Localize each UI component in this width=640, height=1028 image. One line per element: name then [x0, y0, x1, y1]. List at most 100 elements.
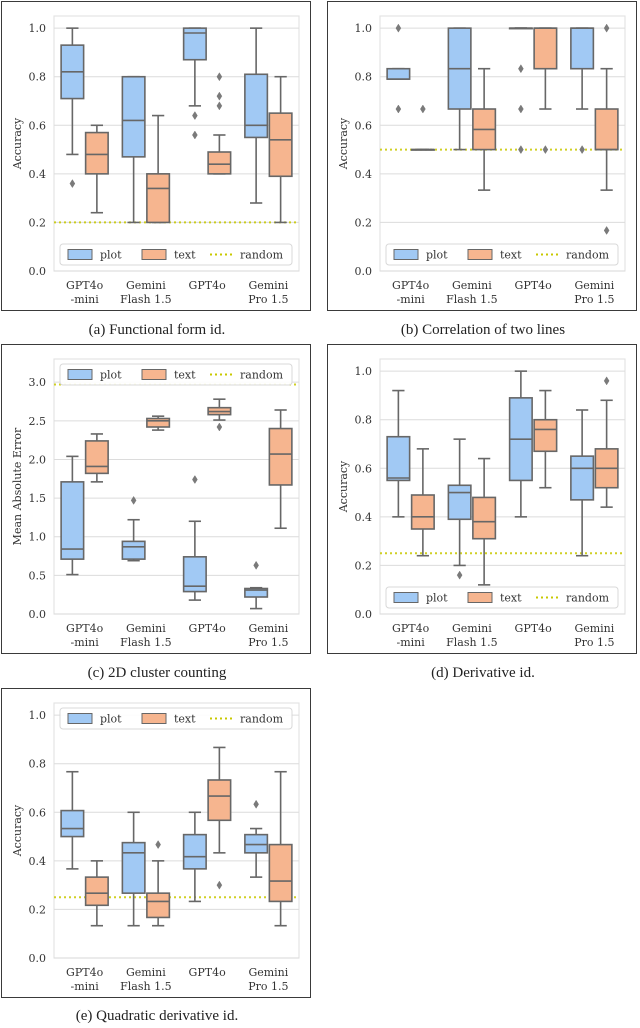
box-iqr: [207, 779, 232, 822]
panel-frame: 0.0 0.2 0.4 0.6 0.8 1.0 Accuracy GPT4o -mini Gemi…: [1, 1, 311, 311]
legend-swatch-plot: [67, 249, 93, 260]
x-tick-label: GPT4o: [189, 279, 227, 292]
box-iqr: [594, 108, 619, 151]
outlier-point: [579, 145, 585, 155]
y-tick-label: 0.6: [355, 119, 373, 132]
box-iqr: [533, 27, 558, 70]
box-plot: [182, 27, 207, 140]
x-tick-label: -mini: [70, 636, 99, 649]
box-plot: [60, 455, 85, 576]
legend-label-plot: plot: [426, 249, 448, 262]
box-iqr: [533, 418, 558, 453]
box-plot: [121, 495, 146, 562]
legend: plot text random: [59, 363, 293, 386]
y-tick-label: 0.0: [355, 608, 373, 621]
x-tick-label: Pro 1.5: [574, 636, 614, 649]
legend-box: [385, 243, 619, 266]
box-text: [84, 124, 109, 214]
x-tick-label: Flash 1.5: [446, 293, 497, 306]
x-tick-label: -mini: [396, 636, 425, 649]
y-axis-label: Accuracy: [11, 117, 24, 170]
y-axis-label: Accuracy: [337, 117, 350, 170]
panel-frame: 0.0 0.5 1.0 1.5 2.0 2.5 3.0 Mean Absolute Error…: [1, 344, 311, 654]
box-text: [146, 114, 171, 224]
legend-label-random: random: [566, 592, 610, 605]
outlier-point: [253, 560, 259, 570]
legend-swatch-plot: [67, 713, 93, 724]
box-text: [268, 409, 293, 530]
outlier-point: [395, 104, 402, 114]
box-text: [207, 746, 232, 890]
panel-caption: (e) Quadratic derivative id.: [75, 1008, 239, 1024]
box-iqr: [182, 556, 207, 593]
x-tick-label: GPT4o: [66, 622, 104, 635]
outlier-point: [216, 72, 223, 82]
box-iqr: [84, 876, 109, 907]
box-text: [207, 72, 232, 175]
x-tick-label: Gemini: [452, 622, 492, 635]
panel-caption: (a) Functional form id.: [88, 322, 226, 338]
legend-label-plot: plot: [100, 369, 122, 382]
legend-swatch-plot: [67, 369, 93, 380]
y-tick-label: 0.4: [355, 511, 373, 524]
legend-label-random: random: [240, 369, 284, 382]
outlier-point: [216, 880, 223, 890]
boxplot-chart: 0.00.20.40.60.81.0AccuracyGPT4o-miniGemi…: [11, 15, 300, 306]
legend-label-plot: plot: [426, 592, 448, 605]
outlier-point: [216, 422, 223, 432]
legend-swatch-text: [467, 592, 493, 603]
box-plot: [570, 409, 595, 557]
box-iqr: [121, 540, 146, 560]
y-axis-label: Accuracy: [11, 804, 24, 857]
box-text: [146, 415, 171, 431]
box-plot: [508, 27, 533, 155]
box-text: [594, 23, 619, 235]
y-tick-label: 3.0: [29, 376, 47, 389]
legend-label-text: text: [174, 369, 196, 382]
outlier-point: [518, 104, 524, 114]
outlier-point: [253, 799, 259, 809]
box-iqr: [182, 27, 207, 61]
y-tick-label: 0.0: [355, 265, 373, 278]
legend: plot text random: [385, 243, 619, 266]
box-text: [268, 75, 293, 224]
box-plot: [244, 799, 269, 878]
box-iqr: [386, 67, 411, 80]
outlier-point: [603, 376, 610, 386]
y-tick-label: 0.4: [29, 168, 47, 181]
y-tick-label: 0.2: [355, 216, 373, 229]
box-plot: [60, 27, 85, 189]
x-tick-label: Gemini: [248, 966, 288, 979]
box-text: [410, 448, 435, 557]
box-plot: [182, 811, 207, 903]
box-iqr: [244, 587, 269, 598]
legend-box: [59, 363, 293, 386]
y-tick-label: 0.2: [355, 559, 373, 572]
box-iqr: [244, 833, 269, 854]
outlier-point: [192, 130, 198, 140]
x-tick-label: Pro 1.5: [248, 636, 288, 649]
x-tick-label: Pro 1.5: [574, 293, 614, 306]
y-tick-label: 0.2: [29, 216, 47, 229]
outlier-point: [155, 840, 161, 850]
x-tick-label: Flash 1.5: [120, 636, 171, 649]
panel-frame: 0.0 0.2 0.4 0.6 0.8 1.0 Accuracy GPT4o -mini Gemi…: [1, 688, 311, 998]
x-tick-label: Gemini: [248, 279, 288, 292]
x-tick-label: GPT4o: [189, 966, 227, 979]
box-iqr: [84, 440, 109, 475]
x-tick-label: Gemini: [126, 279, 166, 292]
boxplot-chart: 0.00.20.40.60.81.0AccuracyGPT4o-miniGemi…: [337, 358, 626, 649]
box-iqr: [182, 833, 207, 870]
y-axis-label: Accuracy: [337, 460, 350, 513]
x-tick-label: Gemini: [574, 622, 614, 635]
outlier-point: [192, 475, 198, 485]
box-iqr: [121, 75, 146, 158]
legend-swatch-text: [141, 249, 167, 260]
box-plot: [60, 770, 85, 870]
outlier-point: [420, 104, 426, 114]
y-tick-label: 1.0: [29, 709, 47, 722]
y-tick-label: 0.8: [29, 758, 47, 771]
boxplot-chart: 0.00.20.40.60.81.0AccuracyGPT4o-miniGemi…: [11, 702, 300, 993]
x-tick-label: Pro 1.5: [248, 293, 288, 306]
y-tick-label: 0.8: [355, 71, 373, 84]
